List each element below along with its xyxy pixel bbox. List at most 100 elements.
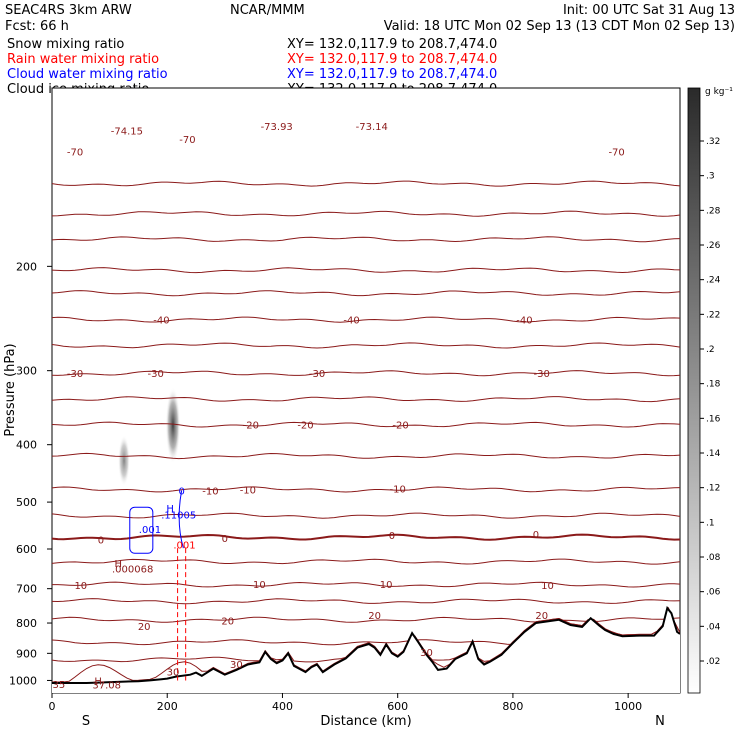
- valid-time: Valid: 18 UTC Mon 02 Sep 13 (13 CDT Mon …: [384, 19, 735, 34]
- extremum-label: H: [114, 559, 122, 570]
- colorbar-tick-label: .14: [706, 449, 721, 459]
- extremum-label: .11005: [161, 511, 196, 522]
- colorbar-tick-label: .02: [706, 657, 720, 667]
- isotherm-label: -30: [534, 369, 550, 380]
- isotherm-label: -40: [516, 316, 532, 327]
- isotherm-label: 30: [230, 660, 243, 671]
- y-tick-label: 500: [16, 496, 37, 509]
- extremum-label: H: [94, 676, 102, 687]
- y-tick-label: 900: [16, 647, 37, 660]
- y-tick-label: 200: [16, 260, 37, 273]
- isotherm-label: -40: [153, 316, 169, 327]
- isotherm-line: [52, 581, 680, 588]
- plot-contents: [52, 180, 680, 693]
- isotherm-label: -20: [297, 421, 313, 432]
- isotherm-label: 0: [533, 530, 539, 541]
- colorbar-tick-label: .24: [706, 276, 721, 286]
- isotherm-line: [52, 236, 680, 243]
- colorbar-tick-label: .28: [706, 206, 721, 216]
- colorbar-tick-label: .32: [706, 137, 720, 147]
- isotherm-line: [52, 210, 680, 217]
- y-tick-label: 800: [16, 617, 37, 630]
- extremum-label: 37.08: [92, 680, 121, 691]
- isotherm-line: [52, 267, 680, 274]
- y-tick-label: 400: [16, 439, 37, 452]
- isotherm-label: -70: [179, 135, 195, 146]
- isotherm-label: 30: [167, 667, 180, 678]
- isotherm-line: [52, 606, 680, 683]
- colorbar-tick-label: .04: [706, 622, 721, 632]
- colorbar-tick-label: .1: [706, 518, 715, 528]
- isotherm-label: 10: [541, 581, 554, 592]
- x-tick-label: 400: [272, 700, 293, 713]
- colorbar-tick-label: .26: [706, 241, 721, 251]
- south-endpoint-label: S: [82, 714, 90, 729]
- cloud-water-contour: [178, 490, 184, 549]
- north-endpoint-label: N: [655, 714, 665, 729]
- isotherm-line: [52, 396, 680, 403]
- y-axis-title: Pressure (hPa): [3, 343, 18, 436]
- isotherm-line: [52, 370, 680, 377]
- isotherm-line: [52, 486, 680, 493]
- colorbar: [687, 87, 701, 694]
- x-tick-label: 200: [157, 700, 178, 713]
- x-tick-label: 800: [502, 700, 523, 713]
- isotherm-line: [52, 180, 680, 187]
- isotherm-label: 10: [74, 581, 87, 592]
- isotherm-label: -10: [240, 485, 256, 496]
- y-tick-label: 300: [16, 365, 37, 378]
- field-section-endpoints: XY= 132.0,117.9 to 208.7,474.0: [287, 37, 497, 52]
- isotherm-label: -30: [67, 369, 83, 380]
- isotherm-label: 20: [535, 611, 548, 622]
- x-tick-label: 600: [387, 700, 408, 713]
- isotherm-label: 35: [53, 680, 66, 691]
- colorbar-ticks: .32 .3 .28 .26 .24 .22 .2 .18 .16 .14 .12 .1 .08 .06.…: [700, 137, 721, 667]
- isotherm-label: -30: [148, 369, 164, 380]
- init-time: Init: 00 UTC Sat 31 Aug 13: [563, 3, 735, 18]
- isotherm-label: -10: [202, 487, 218, 498]
- cloud-water-contour: [129, 506, 154, 554]
- isotherm-label: 0: [98, 535, 104, 546]
- isotherm-line: [52, 616, 680, 623]
- y-tick-label: 700: [16, 583, 37, 596]
- isotherm-line: [52, 342, 680, 349]
- isotherm-label: -70: [608, 148, 624, 159]
- isotherm-label: -73.93: [261, 122, 293, 133]
- colorbar-tick-label: .3: [706, 172, 715, 182]
- isotherm-line: [52, 512, 680, 519]
- y-tick-label: 600: [16, 543, 37, 556]
- isotherm-label: 10: [380, 580, 393, 591]
- colorbar-tick-label: .22: [706, 310, 720, 320]
- snow-mixing-shade: [165, 387, 181, 464]
- isotherm-label: -70: [67, 148, 83, 159]
- isotherm-label: -20: [392, 421, 408, 432]
- field-name: Rain water mixing ratio: [7, 52, 159, 67]
- isotherm-label: 20: [221, 616, 234, 627]
- isotherm-line: [52, 452, 680, 460]
- terrain-line: [52, 605, 680, 684]
- isotherm-label: -20: [243, 421, 259, 432]
- isotherm-label: 10: [253, 580, 266, 591]
- isotherm-line: [52, 290, 680, 297]
- colorbar-tick-label: .08: [706, 553, 721, 563]
- extremum-label: H: [166, 504, 174, 515]
- isotherm-label: -40: [343, 316, 359, 327]
- colorbar-unit: g kg⁻¹: [705, 87, 733, 97]
- isotherm-label: 0: [222, 534, 228, 545]
- forecast-hour: Fcst: 66 h: [5, 19, 69, 34]
- axes: 0 200 400 600 800 100020030040050060070080090…: [9, 260, 642, 713]
- isotherm-line: [52, 533, 680, 541]
- colorbar-tick-label: .06: [706, 588, 721, 598]
- isotherm-label: -30: [309, 369, 325, 380]
- cloud-water-label: 0: [178, 487, 184, 498]
- model-label: SEAC4RS 3km ARW: [5, 3, 132, 18]
- x-axis-title: Distance (km): [320, 714, 411, 729]
- isotherm-label: 20: [138, 622, 151, 633]
- snow-mixing-shade: [118, 434, 130, 487]
- x-tick-label: 0: [49, 700, 56, 713]
- isotherm-line: [52, 316, 680, 323]
- y-tick-label: 1000: [9, 674, 37, 687]
- colorbar-tick-label: .18: [706, 380, 721, 390]
- plot-labels: -70 -74.15 -70 -73.93 -73.14 -70 -40 -40 -40 -30 -…: [53, 122, 625, 691]
- isotherm-line: [52, 421, 680, 428]
